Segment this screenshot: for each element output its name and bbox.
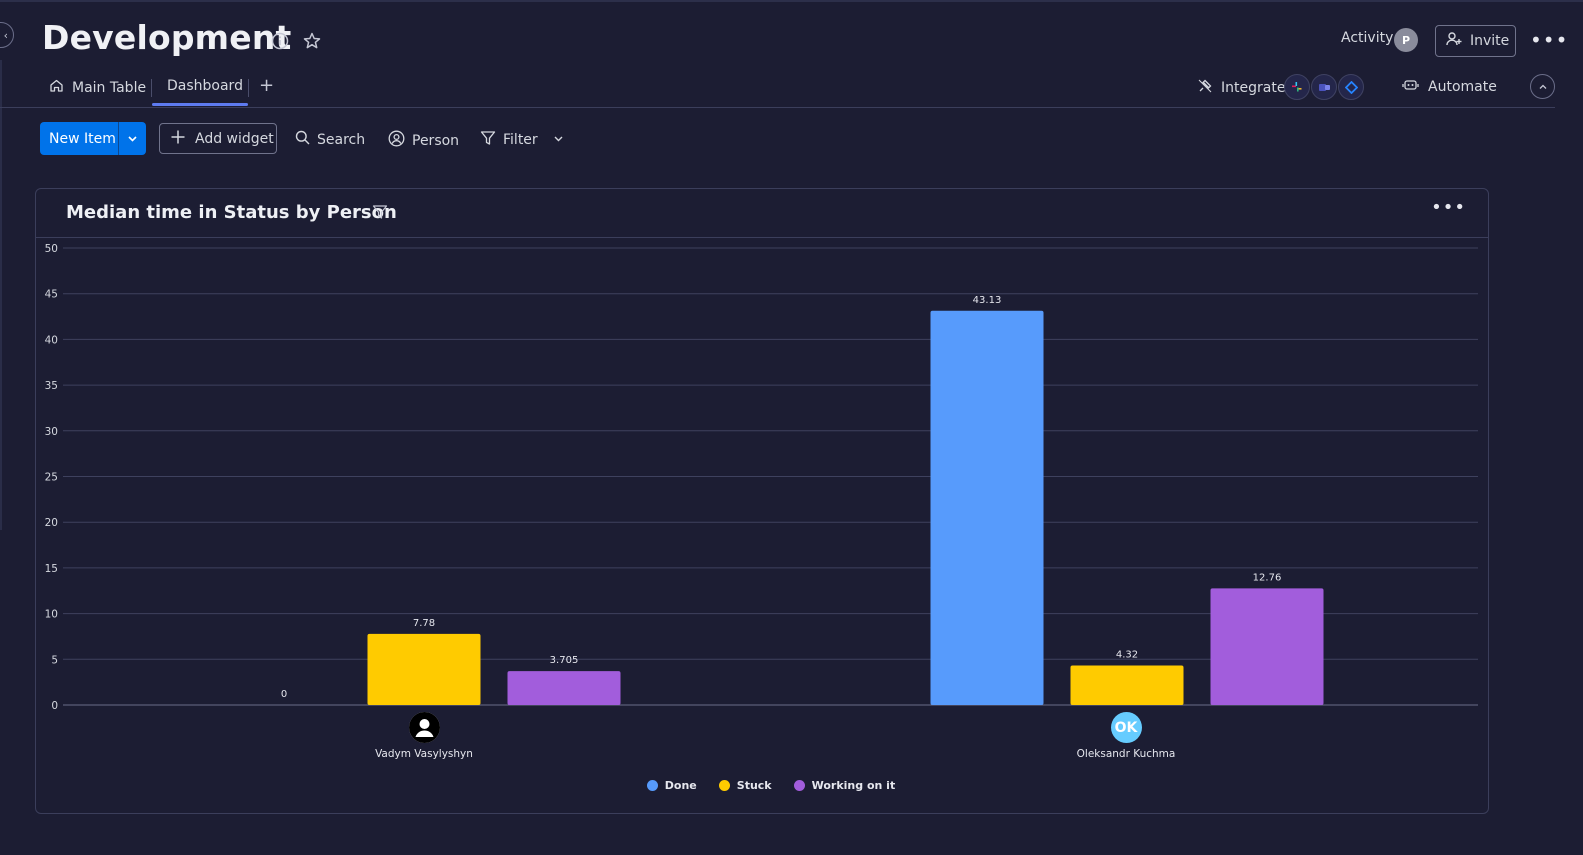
collapse-sidebar-button[interactable]: ‹ bbox=[0, 22, 14, 48]
automate-label: Automate bbox=[1428, 79, 1497, 95]
data-label: 4.32 bbox=[1116, 650, 1138, 661]
person-name: Vadym Vasylyshyn bbox=[375, 748, 473, 760]
widget-header: Median time in Status by Person ••• bbox=[36, 189, 1488, 238]
chevron-left-icon: ‹ bbox=[3, 28, 8, 42]
integrate-icon bbox=[1197, 78, 1213, 98]
y-tick-label: 25 bbox=[45, 472, 58, 484]
y-tick-label: 20 bbox=[45, 517, 58, 529]
plus-icon bbox=[170, 129, 186, 149]
star-icon[interactable] bbox=[302, 31, 322, 51]
slack-icon[interactable] bbox=[1284, 74, 1310, 100]
chevron-down-icon[interactable] bbox=[119, 133, 146, 144]
tab-divider bbox=[248, 79, 249, 97]
person-label-vadym: Vadym Vasylyshyn bbox=[324, 712, 524, 760]
legend-swatch bbox=[718, 780, 730, 791]
avatar[interactable]: P bbox=[1394, 28, 1418, 52]
search-button[interactable]: Search bbox=[295, 130, 365, 149]
home-icon bbox=[49, 78, 64, 97]
collapse-header-button[interactable] bbox=[1530, 74, 1555, 99]
sidebar-edge bbox=[0, 60, 2, 530]
avatar: OK bbox=[1110, 712, 1142, 743]
y-tick-label: 5 bbox=[51, 654, 58, 666]
active-tab-indicator bbox=[152, 103, 248, 106]
y-tick-label: 40 bbox=[45, 334, 58, 346]
legend-label: Working on it bbox=[811, 779, 896, 792]
legend-label: Done bbox=[664, 779, 697, 792]
person-label-oleksandr: OK Oleksandr Kuchma bbox=[1026, 712, 1226, 760]
new-item-label: New Item bbox=[49, 130, 116, 147]
activity-link[interactable]: Activity bbox=[1341, 30, 1394, 46]
chevron-down-icon[interactable] bbox=[553, 132, 564, 148]
more-options-icon[interactable]: ••• bbox=[1530, 28, 1569, 52]
tab-main-table[interactable]: Main Table bbox=[49, 78, 146, 97]
y-tick-label: 50 bbox=[45, 243, 58, 255]
tab-dashboard[interactable]: Dashboard bbox=[167, 78, 243, 94]
avatar-initials: OK bbox=[1114, 719, 1138, 736]
board-toolbar: New Item Add widget Search Person Filter bbox=[0, 122, 700, 156]
legend-swatch bbox=[793, 780, 805, 791]
chevron-up-icon bbox=[1538, 77, 1548, 96]
data-label: 7.78 bbox=[413, 618, 435, 629]
data-label: 3.705 bbox=[550, 655, 579, 666]
widget-more-icon[interactable]: ••• bbox=[1431, 197, 1466, 218]
add-user-icon bbox=[1445, 30, 1463, 52]
search-icon bbox=[295, 130, 310, 149]
bar-working-on-it[interactable] bbox=[507, 671, 621, 705]
legend-item-working-on-it[interactable]: Working on it bbox=[793, 779, 896, 792]
tab-label: Main Table bbox=[72, 79, 147, 96]
y-tick-label: 0 bbox=[51, 700, 58, 712]
bar-chart: 0 5 10 15 20 25 30 35 40 45 50 0 7.78 3.705 43.13 4.32 1… bbox=[45, 243, 1478, 712]
integrate-label: Integrate bbox=[1221, 80, 1286, 96]
person-circle-icon bbox=[388, 130, 405, 151]
invite-button[interactable]: Invite bbox=[1435, 25, 1516, 57]
jira-icon[interactable] bbox=[1338, 74, 1364, 100]
split-divider bbox=[118, 122, 119, 155]
person-label: Person bbox=[412, 132, 460, 149]
tab-label: Dashboard bbox=[167, 78, 243, 94]
bar-done[interactable] bbox=[930, 310, 1044, 705]
robot-icon bbox=[1402, 78, 1419, 96]
data-label: 43.13 bbox=[973, 295, 1002, 306]
tab-divider bbox=[151, 79, 152, 97]
person-name: Oleksandr Kuchma bbox=[1076, 748, 1176, 760]
teams-icon[interactable] bbox=[1311, 74, 1337, 100]
y-tick-label: 45 bbox=[45, 289, 58, 301]
widget-title: Median time in Status by Person bbox=[66, 202, 397, 223]
add-widget-button[interactable]: Add widget bbox=[159, 123, 277, 154]
filter-icon[interactable] bbox=[372, 204, 388, 224]
view-tabs: Main Table Dashboard + bbox=[0, 70, 1555, 108]
bar-stuck[interactable] bbox=[1070, 665, 1184, 705]
filter-icon bbox=[480, 130, 496, 150]
data-label: 0 bbox=[281, 689, 287, 700]
filter-label: Filter bbox=[503, 132, 538, 148]
legend-swatch bbox=[646, 780, 658, 791]
window-top-border bbox=[0, 0, 1583, 2]
chart-legend: Done Stuck Working on it bbox=[36, 779, 1488, 792]
info-icon[interactable] bbox=[270, 31, 290, 51]
board-title: Development bbox=[42, 18, 292, 57]
search-label: Search bbox=[317, 131, 366, 148]
legend-label: Stuck bbox=[736, 779, 772, 792]
invite-label: Invite bbox=[1470, 33, 1510, 49]
legend-item-stuck[interactable]: Stuck bbox=[718, 779, 772, 792]
legend-item-done[interactable]: Done bbox=[646, 779, 697, 792]
integrate-button[interactable]: Integrate bbox=[1197, 78, 1285, 98]
y-tick-label: 30 bbox=[45, 426, 58, 438]
automate-button[interactable]: Automate bbox=[1402, 78, 1497, 96]
bar-stuck[interactable] bbox=[367, 633, 481, 705]
chart-widget: Median time in Status by Person ••• 0 5 10… bbox=[35, 188, 1489, 814]
bar-working-on-it[interactable] bbox=[1210, 588, 1324, 705]
y-tick-label: 10 bbox=[45, 609, 58, 621]
add-view-button[interactable]: + bbox=[259, 75, 275, 96]
data-label: 12.76 bbox=[1253, 572, 1282, 583]
add-widget-label: Add widget bbox=[195, 130, 274, 147]
person-filter-button[interactable]: Person bbox=[388, 130, 459, 151]
new-item-button[interactable]: New Item bbox=[40, 122, 146, 155]
person-icon bbox=[408, 712, 440, 743]
filter-button[interactable]: Filter bbox=[480, 130, 564, 150]
y-tick-label: 15 bbox=[45, 563, 58, 575]
y-tick-label: 35 bbox=[45, 380, 58, 392]
